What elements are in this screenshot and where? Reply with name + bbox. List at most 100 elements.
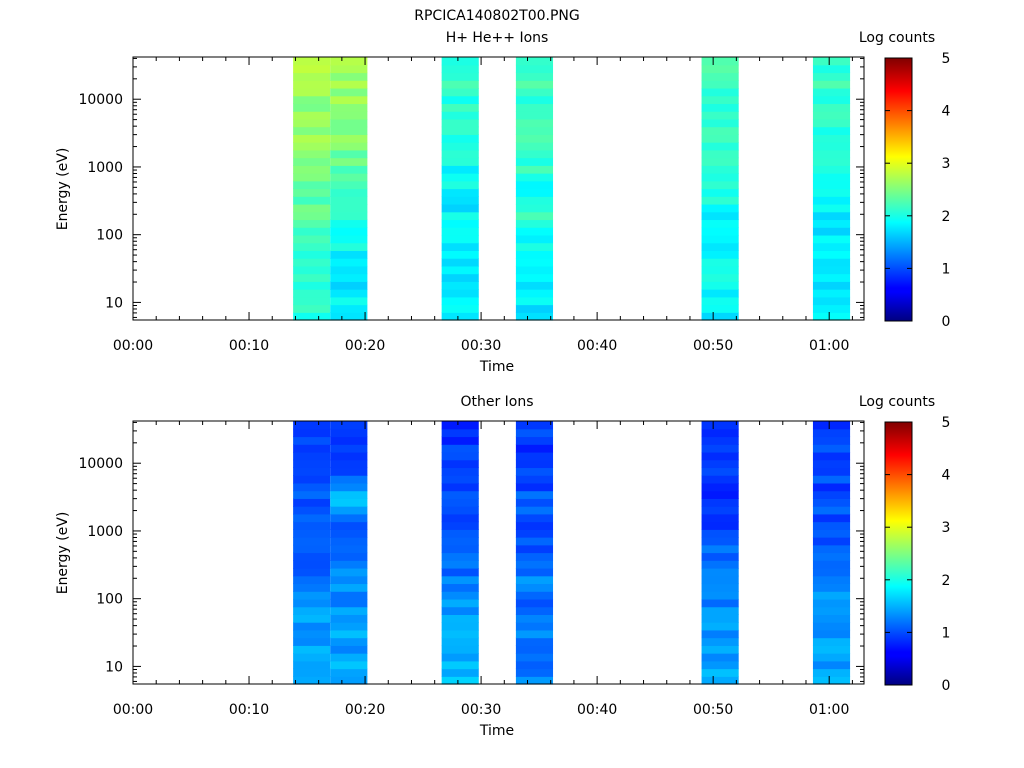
heatmap-cell (441, 591, 479, 600)
heatmap-cell (515, 544, 554, 554)
heatmap-cell (330, 165, 368, 174)
heatmap-cell (293, 498, 331, 507)
heatmap-cell (441, 560, 479, 569)
heatmap-cell (515, 111, 554, 120)
heatmap-cell (293, 265, 331, 275)
heatmap-cell (293, 637, 331, 646)
heatmap-cell (515, 242, 554, 251)
heatmap-cell (330, 451, 368, 461)
heatmap-cell (515, 653, 554, 662)
heatmap-cell (441, 227, 479, 236)
heatmap-cell (441, 80, 479, 89)
heatmap-cell (701, 513, 739, 523)
heatmap-cell (812, 421, 851, 430)
heatmap-cell (701, 622, 739, 631)
heatmap-cell (293, 173, 331, 182)
heatmap-cell (293, 444, 331, 453)
heatmap-cells (293, 57, 851, 321)
heatmap-cell (293, 304, 331, 313)
heatmap-cell (330, 513, 368, 523)
y-tick-label: 100 (96, 592, 123, 608)
heatmap-cell (441, 529, 479, 538)
heatmap-cell (330, 444, 368, 453)
colorbar-tick-label: 3 (942, 156, 951, 172)
heatmap-cell (515, 188, 554, 197)
heatmap-cell (330, 467, 368, 476)
heatmap-cell (441, 304, 479, 313)
x-axis-label: Time (479, 359, 514, 375)
heatmap-cell (441, 428, 479, 438)
heatmap-cell (330, 622, 368, 631)
heatmap-cell (441, 312, 479, 321)
heatmap-cell (330, 265, 368, 275)
heatmap-cell (441, 421, 479, 430)
heatmap-cell (812, 173, 851, 182)
heatmap-cell (330, 537, 368, 546)
heatmap-cell (330, 614, 368, 623)
heatmap-cell (812, 134, 851, 143)
heatmap-cell (812, 304, 851, 313)
heatmap-cell (441, 87, 479, 97)
heatmap-cell (293, 196, 331, 205)
heatmap-cell (812, 165, 851, 174)
heatmap-cell (515, 444, 554, 453)
heatmap-cell (293, 103, 331, 112)
heatmap-cell (701, 591, 739, 600)
colorbar-tick-label: 0 (942, 314, 951, 330)
heatmap-cell (330, 95, 368, 105)
y-tick-label: 10 (105, 659, 123, 675)
heatmap-cell (293, 629, 331, 639)
heatmap-cell (701, 521, 739, 530)
heatmap-cell (701, 118, 739, 128)
heatmap-cell (515, 552, 554, 561)
heatmap-cell (812, 281, 851, 290)
heatmap-cell (812, 459, 851, 469)
heatmap-cell (293, 676, 331, 685)
heatmap-cell (293, 544, 331, 554)
heatmap-cell (515, 142, 554, 151)
heatmap-cell (701, 250, 739, 259)
heatmap-cell (701, 645, 739, 654)
heatmap-cell (701, 637, 739, 646)
heatmap-cell (441, 165, 479, 174)
heatmap-cell (812, 219, 851, 228)
heatmap-cell (330, 567, 368, 577)
x-tick-label: 00:10 (229, 338, 269, 354)
heatmap-cell (293, 149, 331, 159)
heatmap-cell (330, 57, 368, 66)
heatmap-cell (812, 467, 851, 476)
heatmap-cell (701, 126, 739, 135)
heatmap-cell (441, 126, 479, 135)
heatmap-cell (812, 560, 851, 569)
heatmap-cell (441, 64, 479, 74)
heatmap-cell (701, 281, 739, 290)
heatmap-cell (293, 234, 331, 244)
heatmap-cell (330, 211, 368, 221)
axes: 00:00 00:10 00:20 00:30 00:40 00:50 01:00 10 100… (78, 57, 864, 354)
colorbar-tick-label: 2 (942, 209, 951, 225)
x-tick-label: 00:30 (461, 702, 501, 718)
heatmap-cell (293, 668, 331, 677)
heatmap-cell (812, 629, 851, 639)
heatmap-cell (812, 258, 851, 267)
heatmap-cell (293, 250, 331, 259)
heatmap-cell (812, 498, 851, 507)
heatmap-cell (701, 506, 739, 515)
heatmap-cell (293, 614, 331, 623)
heatmap-cell (330, 281, 368, 290)
heatmap-cell (293, 436, 331, 445)
heatmap-cell (330, 173, 368, 182)
heatmap-cell (701, 203, 739, 213)
heatmap-cell (701, 196, 739, 205)
heatmap-cell (515, 591, 554, 600)
x-tick-label: 00:00 (113, 338, 153, 354)
heatmap-cell (293, 87, 331, 97)
heatmap-cell (515, 165, 554, 174)
heatmap-cell (330, 296, 368, 306)
heatmap-cell (293, 598, 331, 608)
heatmap-cell (441, 134, 479, 143)
heatmap-cell (330, 234, 368, 244)
heatmap-cell (441, 668, 479, 677)
heatmap-cell (515, 95, 554, 105)
